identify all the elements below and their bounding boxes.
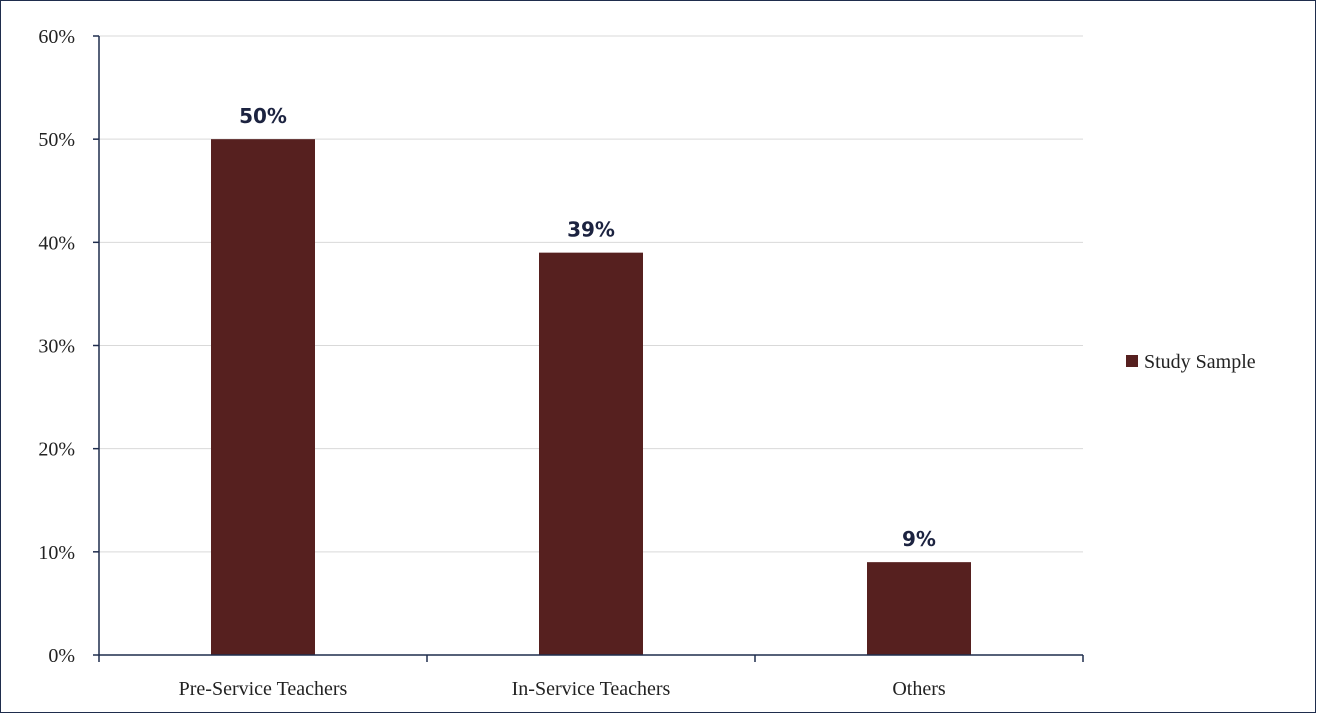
bars [211,139,971,655]
y-tick-label: 60% [38,26,75,48]
legend-label: Study Sample [1144,351,1256,373]
x-tick-label: Pre-Service Teachers [179,678,348,700]
data-label: 39% [567,218,615,242]
data-label: 9% [902,527,936,551]
bar [211,139,315,655]
y-tick-label: 20% [38,439,75,461]
bar [867,562,971,655]
labels: 0% 10% 20% 30% 40% 50% 60% 50% Pre-Service Teach… [38,26,946,700]
legend-swatch [1126,355,1138,367]
y-tick-label: 30% [38,336,75,358]
y-tick-label: 50% [38,129,75,151]
axes [93,35,1084,662]
y-tick-label: 10% [38,542,75,564]
y-tick-label: 40% [38,232,75,254]
x-tick-label: In-Service Teachers [512,678,671,700]
bar [539,252,643,655]
legend: Study Sample [1126,351,1256,373]
y-tick-label: 0% [48,645,75,667]
data-label: 50% [239,104,287,128]
x-tick-label: Others [892,678,946,700]
